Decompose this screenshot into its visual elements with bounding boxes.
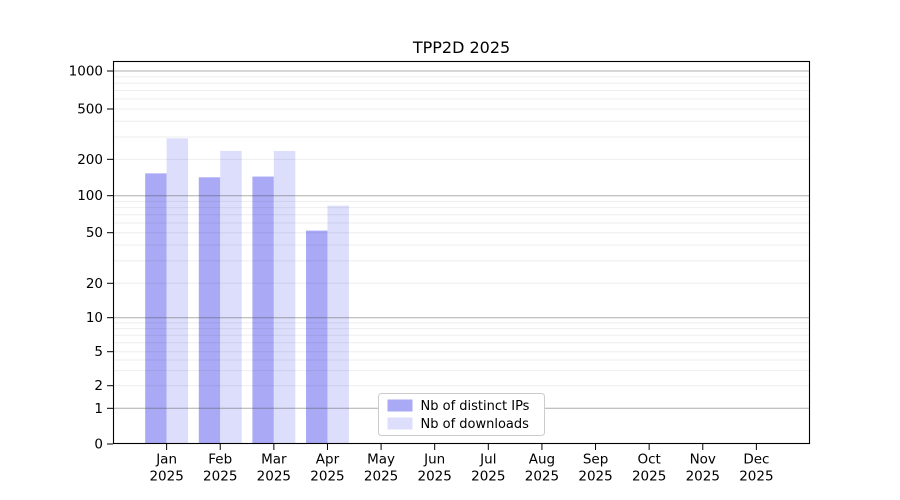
y-tick-label-100: 100 [77, 188, 103, 204]
y-tick-label-20: 20 [86, 276, 103, 292]
x-tick-label-month-aug: Aug [529, 452, 555, 468]
bar-nb-of-distinct-ips-apr [306, 230, 328, 444]
x-tick-label-year-mar: 2025 [257, 469, 291, 485]
legend-swatch-0 [387, 399, 413, 412]
y-tick-label-1: 1 [94, 401, 103, 417]
y-tick-label-10: 10 [86, 310, 103, 326]
x-tick-label-month-oct: Oct [637, 452, 660, 468]
x-tick-label-year-oct: 2025 [632, 469, 666, 485]
bar-nb-of-downloads-apr [327, 205, 349, 444]
plot-border [112, 60, 811, 445]
y-tick-label-5: 5 [94, 344, 103, 360]
x-tick-label-month-may: May [367, 452, 395, 468]
y-tick-label-50: 50 [86, 225, 103, 241]
y-tick-label-500: 500 [77, 101, 103, 117]
x-tick-label-year-jun: 2025 [418, 469, 452, 485]
x-tick-label-month-jul: Jul [479, 452, 496, 468]
x-tick-label-year-aug: 2025 [525, 469, 559, 485]
legend-box [378, 393, 545, 436]
x-tick-label-month-dec: Dec [743, 452, 769, 468]
y-tick-label-200: 200 [77, 152, 103, 168]
y-tick-label-0: 0 [94, 437, 103, 453]
x-tick-label-year-may: 2025 [364, 469, 398, 485]
y-tick-label-2: 2 [94, 378, 103, 394]
legend-label-1: Nb of downloads [421, 417, 530, 432]
x-tick-label-month-jun: Jun [423, 452, 445, 468]
x-tick-label-year-jul: 2025 [471, 469, 505, 485]
x-tick-label-year-nov: 2025 [686, 469, 720, 485]
bar-nb-of-distinct-ips-feb [198, 177, 221, 445]
bar-nb-of-downloads-jan [166, 138, 189, 444]
bar-nb-of-distinct-ips-jan [145, 173, 167, 444]
x-tick-label-year-apr: 2025 [310, 469, 344, 485]
x-tick-label-year-jan: 2025 [149, 469, 183, 485]
bar-nb-of-downloads-mar [273, 150, 296, 444]
y-tick-label-1000: 1000 [69, 64, 103, 80]
x-tick-label-month-apr: Apr [316, 452, 340, 468]
x-tick-label-month-feb: Feb [208, 452, 232, 468]
bar-nb-of-downloads-feb [220, 150, 242, 444]
chart-title: TPP2D 2025 [412, 38, 511, 57]
bar-nb-of-distinct-ips-mar [252, 176, 274, 444]
x-tick-label-month-jan: Jan [155, 452, 177, 468]
x-tick-label-month-nov: Nov [690, 452, 716, 468]
x-tick-label-year-dec: 2025 [739, 469, 773, 485]
x-tick-label-year-feb: 2025 [203, 469, 237, 485]
legend-swatch-1 [387, 417, 413, 430]
legend-label-0: Nb of distinct IPs [421, 399, 530, 414]
x-tick-label-month-mar: Mar [261, 452, 287, 468]
x-tick-label-year-sep: 2025 [578, 469, 612, 485]
x-tick-label-month-sep: Sep [583, 452, 608, 468]
